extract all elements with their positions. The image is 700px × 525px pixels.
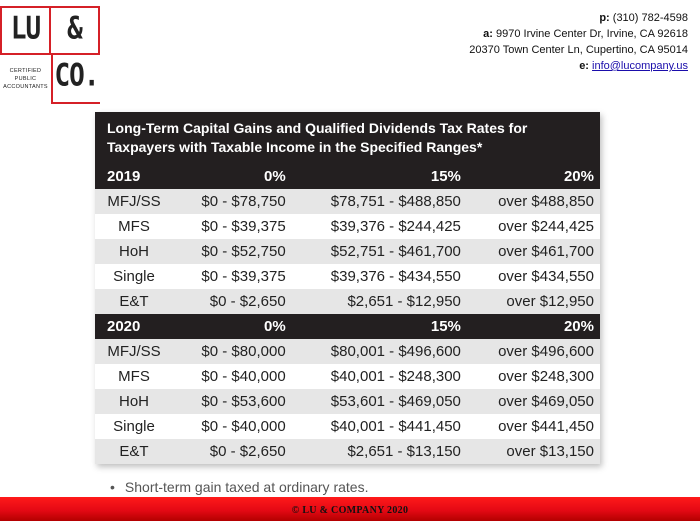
range-20-percent: over $244,425	[466, 214, 600, 239]
year-header-row: 2019 0% 15% 20%	[95, 164, 600, 189]
note-text: Short-term gain taxed at ordinary rates.	[124, 479, 369, 495]
logo-text-lu: LU	[10, 11, 41, 47]
range-0-percent: $0 - $2,650	[173, 289, 292, 314]
year-label: 2019	[95, 164, 173, 189]
bullet-marker: •	[110, 479, 115, 495]
range-15-percent: $52,751 - $461,700	[291, 239, 467, 264]
range-15-percent: $39,376 - $434,550	[291, 264, 467, 289]
filing-status: HoH	[95, 389, 173, 414]
logo-text-co: CO.	[54, 58, 100, 94]
rate-header-20: 20%	[466, 314, 600, 339]
contact-phone-line: p: (310) 782-4598	[469, 10, 688, 26]
range-0-percent: $0 - $78,750	[173, 189, 292, 214]
range-20-percent: over $461,700	[466, 239, 600, 264]
email-label: e:	[579, 60, 589, 72]
table-row: HoH $0 - $52,750 $52,751 - $461,700 over $4…	[95, 239, 600, 264]
range-15-percent: $2,651 - $12,950	[291, 289, 467, 314]
filing-status: MFJ/SS	[95, 339, 173, 364]
filing-status: E&T	[95, 439, 173, 464]
contact-email-line: e: info@lucompany.us	[469, 58, 688, 74]
range-20-percent: over $488,850	[466, 189, 600, 214]
table-title-line2: Taxpayers with Taxable Income in the Spe…	[107, 139, 483, 155]
rate-header-15: 15%	[291, 164, 467, 189]
table-row: HoH $0 - $53,600 $53,601 - $469,050 over $4…	[95, 389, 600, 414]
table-row: MFS $0 - $39,375 $39,376 - $244,425 over $2…	[95, 214, 600, 239]
filing-status: Single	[95, 414, 173, 439]
range-15-percent: $40,001 - $441,450	[291, 414, 467, 439]
logo-cell-lu: LU	[0, 6, 51, 55]
range-0-percent: $0 - $39,375	[173, 264, 292, 289]
range-15-percent: $2,651 - $13,150	[291, 439, 467, 464]
filing-status: MFS	[95, 364, 173, 389]
filing-status: MFS	[95, 214, 173, 239]
table-row: E&T $0 - $2,650 $2,651 - $13,150 over $13,1…	[95, 439, 600, 464]
address-irvine: 9970 Irvine Center Dr, Irvine, CA 92618	[492, 28, 688, 40]
filing-status: MFJ/SS	[95, 189, 173, 214]
range-15-percent: $53,601 - $469,050	[291, 389, 467, 414]
range-15-percent: $80,001 - $496,600	[291, 339, 467, 364]
range-0-percent: $0 - $39,375	[173, 214, 292, 239]
contact-address-line2: 20370 Town Center Ln, Cupertino, CA 9501…	[469, 44, 688, 56]
phone-number: (310) 782-4598	[609, 12, 688, 24]
table-row: Single $0 - $39,375 $39,376 - $434,550 over…	[95, 264, 600, 289]
range-20-percent: over $496,600	[466, 339, 600, 364]
rate-header-0: 0%	[173, 314, 292, 339]
contact-info: p: (310) 782-4598 a: 9970 Irvine Center …	[469, 10, 688, 74]
rate-header-0: 0%	[173, 164, 292, 189]
range-20-percent: over $12,950	[466, 289, 600, 314]
table-title: Long-Term Capital Gains and Qualified Di…	[95, 112, 600, 164]
year-header-row: 2020 0% 15% 20%	[95, 314, 600, 339]
logo-cell-co: CO.	[51, 55, 100, 104]
table-title-line1: Long-Term Capital Gains and Qualified Di…	[107, 120, 528, 136]
range-0-percent: $0 - $53,600	[173, 389, 292, 414]
logo-caption-line1: CERTIFIED	[9, 68, 42, 74]
logo-caption-line2: PUBLIC	[14, 76, 37, 82]
table-row: E&T $0 - $2,650 $2,651 - $12,950 over $12,9…	[95, 289, 600, 314]
filing-status: HoH	[95, 239, 173, 264]
footer-copyright: © LU & COMPANY 2020	[291, 505, 409, 516]
logo-text-ampersand: &	[67, 11, 83, 47]
range-15-percent: $40,001 - $248,300	[291, 364, 467, 389]
company-logo: LU & CERTIFIED PUBLIC ACCOUNTANTS CO.	[0, 0, 101, 105]
range-15-percent: $39,376 - $244,425	[291, 214, 467, 239]
phone-label: p:	[599, 12, 610, 24]
range-20-percent: over $13,150	[466, 439, 600, 464]
rate-header-15: 15%	[291, 314, 467, 339]
range-0-percent: $0 - $2,650	[173, 439, 292, 464]
tax-rates-table: Long-Term Capital Gains and Qualified Di…	[95, 112, 600, 464]
table-row: MFS $0 - $40,000 $40,001 - $248,300 over $2…	[95, 364, 600, 389]
table-row: MFJ/SS $0 - $80,000 $80,001 - $496,600 over…	[95, 339, 600, 364]
filing-status: Single	[95, 264, 173, 289]
logo-cell-caption: CERTIFIED PUBLIC ACCOUNTANTS	[0, 55, 51, 104]
range-0-percent: $0 - $40,000	[173, 414, 292, 439]
logo-caption-line3: ACCOUNTANTS	[3, 84, 48, 90]
table-row: Single $0 - $40,000 $40,001 - $441,450 over…	[95, 414, 600, 439]
rates-grid: 2019 0% 15% 20% MFJ/SS $0 - $78,750 $78,751 - …	[95, 164, 600, 464]
year-label: 2020	[95, 314, 173, 339]
filing-status: E&T	[95, 289, 173, 314]
range-0-percent: $0 - $40,000	[173, 364, 292, 389]
address-label: a:	[483, 28, 493, 40]
range-0-percent: $0 - $52,750	[173, 239, 292, 264]
footer-bar: © LU & COMPANY 2020	[0, 497, 700, 521]
range-20-percent: over $434,550	[466, 264, 600, 289]
contact-address-line1: a: 9970 Irvine Center Dr, Irvine, CA 926…	[469, 26, 688, 42]
rate-header-20: 20%	[466, 164, 600, 189]
range-20-percent: over $248,300	[466, 364, 600, 389]
email-link[interactable]: info@lucompany.us	[592, 60, 688, 72]
logo-cell-ampersand: &	[51, 6, 100, 55]
note-short-term: • Short-term gain taxed at ordinary rates…	[110, 479, 368, 495]
range-20-percent: over $441,450	[466, 414, 600, 439]
table-row: MFJ/SS $0 - $78,750 $78,751 - $488,850 over…	[95, 189, 600, 214]
range-15-percent: $78,751 - $488,850	[291, 189, 467, 214]
range-20-percent: over $469,050	[466, 389, 600, 414]
range-0-percent: $0 - $80,000	[173, 339, 292, 364]
